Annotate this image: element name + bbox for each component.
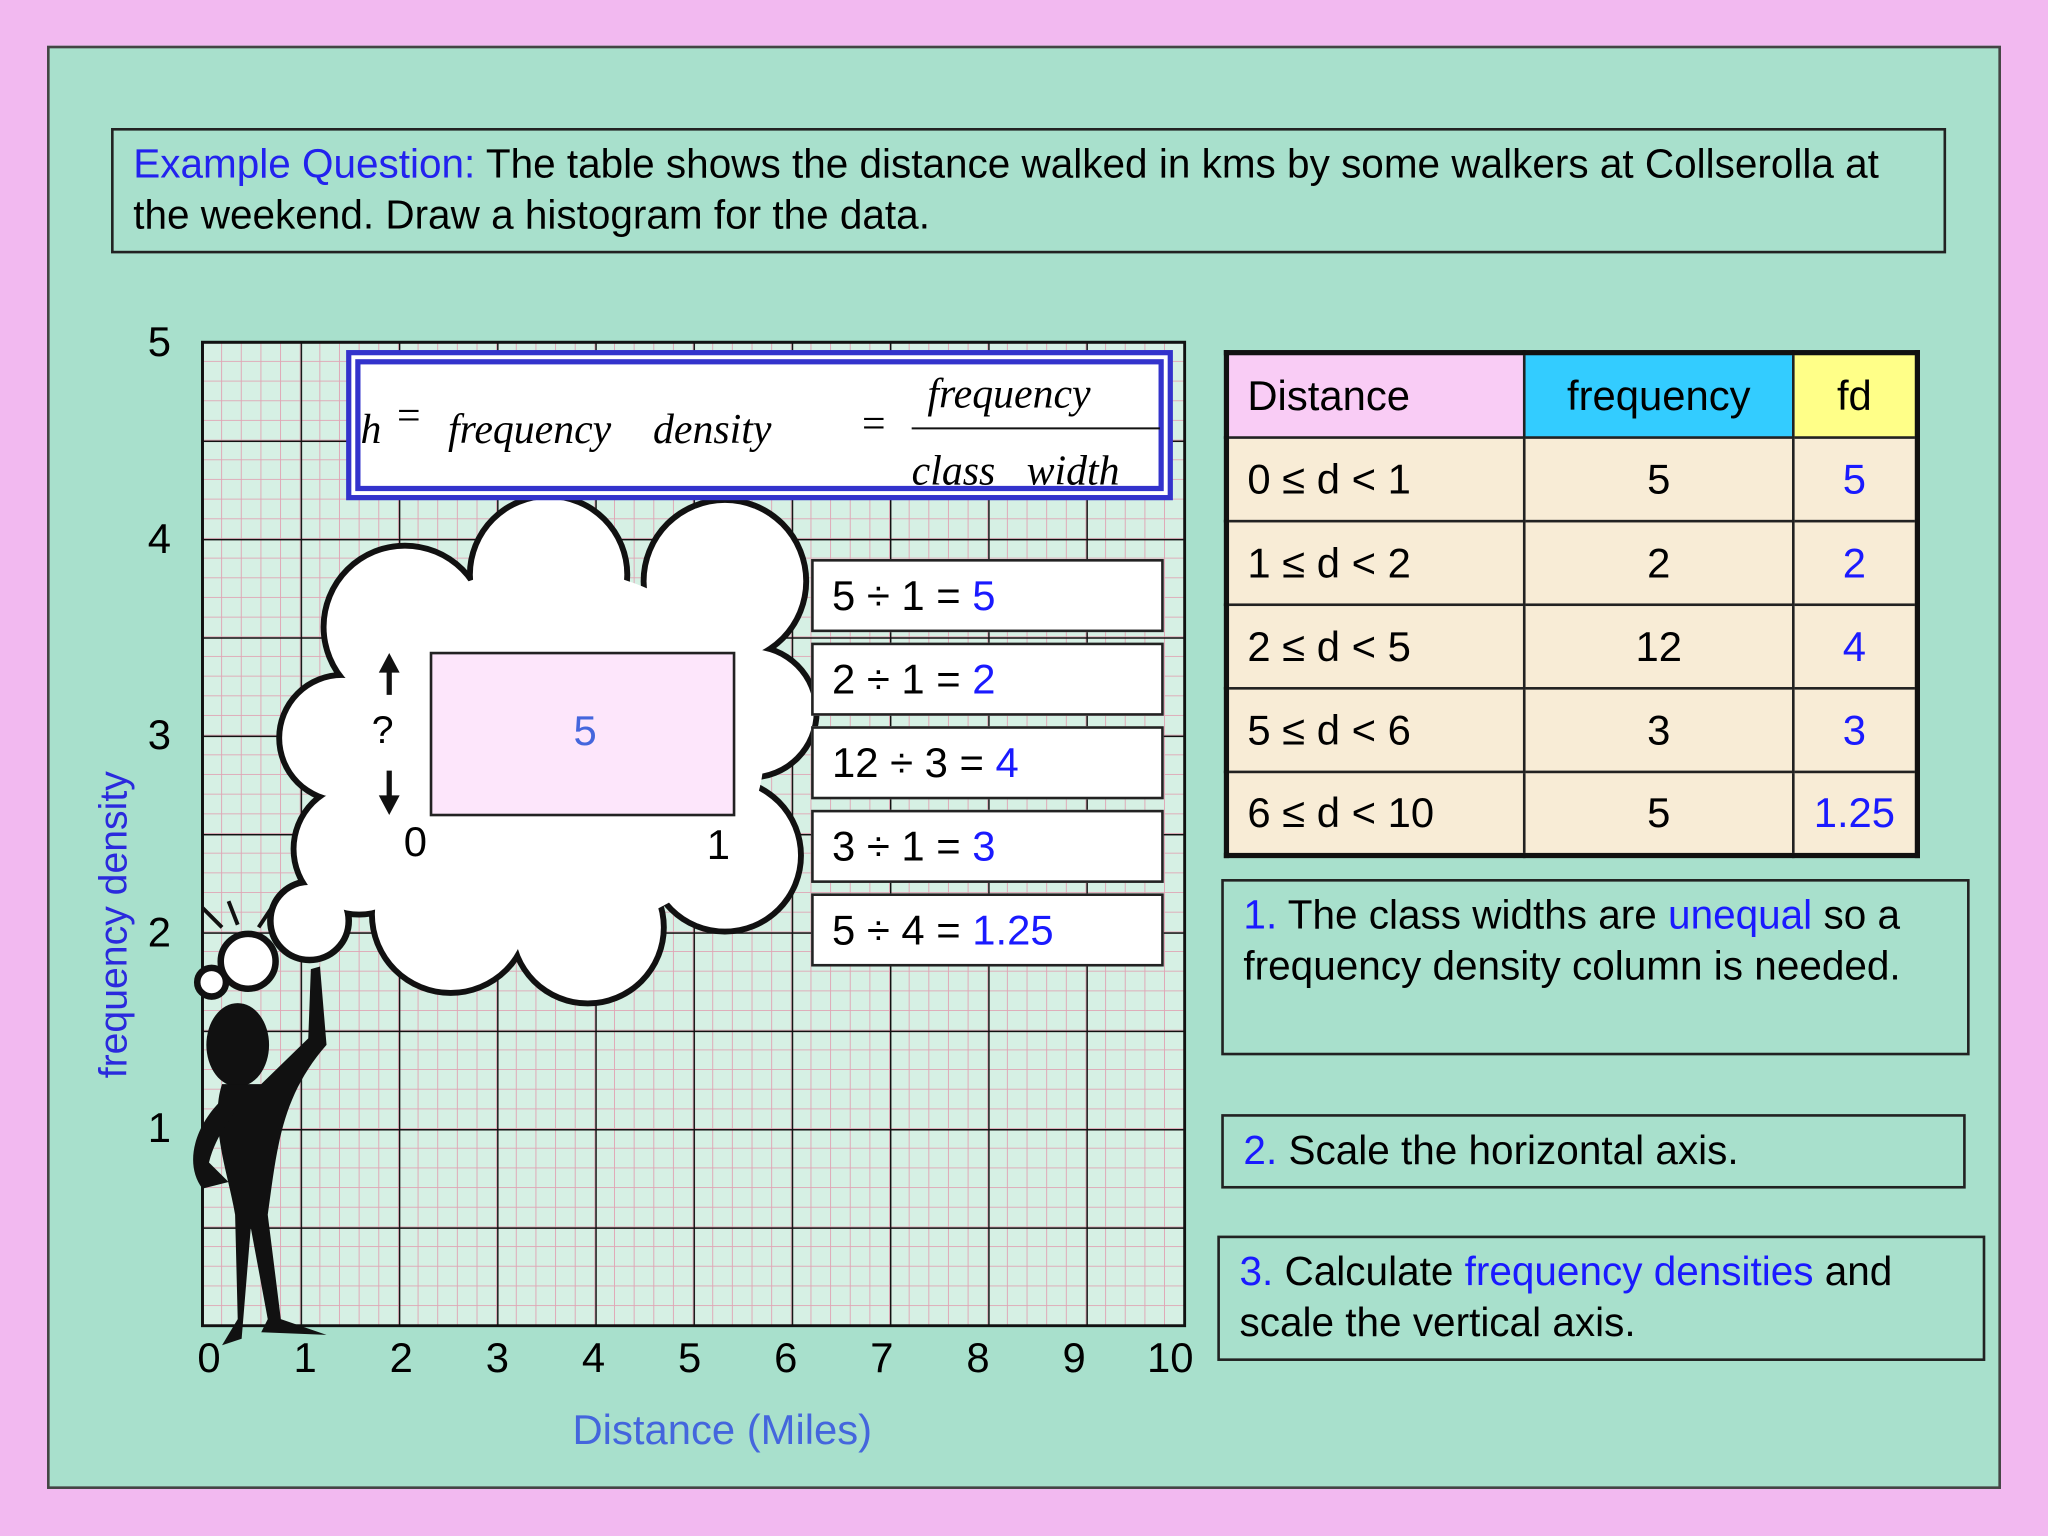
step-text: The class widths are: [1287, 892, 1657, 938]
step-highlight: unequal: [1668, 892, 1813, 938]
header-cell: fd: [1791, 351, 1919, 439]
x-tick-label: 6: [774, 1334, 798, 1382]
table-row: 2 ≤ d < 5 12 4: [1225, 603, 1919, 690]
y-tick-label: 1: [147, 1104, 171, 1152]
calculation-result: 4: [995, 739, 1019, 787]
step-box: 1. The class widths are unequal so a fre…: [1221, 879, 1970, 1056]
x-tick-label: 1: [293, 1334, 317, 1382]
step-box: 2. Scale the horizontal axis.: [1221, 1114, 1966, 1189]
formula-frame: [346, 350, 1173, 501]
calculation-result: 2: [972, 655, 996, 703]
header-cell: Distance: [1225, 351, 1527, 439]
x-tick-label: 10: [1147, 1334, 1194, 1382]
calculation-result: 1.25: [972, 906, 1054, 954]
thought-question-mark: ?: [371, 709, 394, 753]
x-axis-label: Distance (Miles): [572, 1406, 873, 1454]
fd-cell: 2: [1791, 519, 1919, 607]
table-row: 6 ≤ d < 10 5 1.25: [1225, 770, 1919, 857]
calculation-expr: 5 ÷ 4 =: [831, 906, 961, 954]
x-tick-label: 2: [389, 1334, 413, 1382]
step-text: Scale the horizontal axis.: [1288, 1127, 1739, 1173]
step-text: Calculate: [1284, 1248, 1454, 1295]
question-box: Example Question: The table shows the di…: [111, 127, 1947, 254]
y-tick-label: 3: [147, 711, 171, 759]
thought-right: 1: [706, 820, 730, 868]
y-tick-label: 4: [147, 514, 171, 562]
calculation-expr: 2 ÷ 1 =: [831, 655, 961, 703]
table-cell: 5 ≤ d < 6: [1225, 687, 1527, 774]
x-tick-label: 4: [581, 1334, 606, 1382]
x-tick-label: 9: [1062, 1334, 1086, 1382]
table-cell: 5: [1523, 436, 1794, 523]
calculation-expr: 12 ÷ 3 =: [831, 739, 984, 787]
thinker-figure: [193, 900, 327, 1346]
calculation-expr: 5 ÷ 1 =: [831, 572, 961, 620]
formula-denominator: class width: [911, 446, 1120, 494]
step-number: 3.: [1239, 1248, 1274, 1295]
y-tick-label: 2: [147, 908, 171, 956]
formula-h: h: [360, 404, 382, 452]
table-cell: 12: [1523, 603, 1794, 690]
formula-equals: =: [397, 391, 421, 439]
step-number: 1.: [1243, 892, 1278, 938]
calculation-result: 3: [972, 822, 996, 870]
thought-value: 5: [573, 707, 597, 755]
table-cell: 2 ≤ d < 5: [1225, 603, 1527, 690]
formula-numerator: frequency: [927, 369, 1091, 417]
x-tick-label: 3: [485, 1334, 509, 1382]
x-tick-label: 8: [966, 1334, 990, 1382]
x-tick-label: 7: [870, 1334, 894, 1382]
calculation-box: 5 ÷ 1 = 5: [811, 559, 1164, 633]
step-text: so a frequency density column is needed.: [1243, 892, 1901, 989]
calculation-box: 12 ÷ 3 = 4: [811, 726, 1164, 800]
formula-equals: =: [862, 399, 886, 447]
step-text: and scale the vertical axis.: [1239, 1248, 1893, 1346]
step-number: 2.: [1243, 1127, 1278, 1173]
formula-lhs: frequency density: [447, 404, 772, 452]
thought-cloud: [193, 493, 820, 1007]
table-cell: 6 ≤ d < 10: [1225, 770, 1527, 857]
fd-cell: 4: [1791, 603, 1919, 690]
step-box: 3. Calculate frequency densities and sca…: [1217, 1235, 1986, 1361]
question-text: The table shows the distance walked in k…: [133, 141, 1879, 238]
thought-left: 0: [403, 818, 427, 866]
fd-cell: 1.25: [1791, 770, 1919, 857]
step-highlight: frequency densities: [1464, 1248, 1814, 1295]
table-cell: 1 ≤ d < 2: [1225, 519, 1527, 607]
table-cell: 5: [1523, 770, 1794, 857]
calculation-result: 5: [972, 572, 996, 620]
header-cell: frequency: [1523, 351, 1794, 439]
table-cell: 0 ≤ d < 1: [1225, 436, 1527, 523]
x-tick-label: 0: [197, 1334, 221, 1382]
table-cell: 2: [1523, 519, 1794, 607]
fd-cell: 3: [1791, 687, 1919, 774]
y-tick-label: 5: [147, 318, 171, 366]
calculation-box: 2 ÷ 1 = 2: [811, 642, 1164, 716]
fd-cell: 5: [1791, 436, 1919, 523]
y-axis-label: frequency density: [92, 771, 136, 1079]
question-label: Example Question:: [133, 141, 476, 187]
table-cell: 3: [1523, 687, 1794, 774]
calculation-expr: 3 ÷ 1 =: [831, 822, 961, 870]
x-tick-label: 5: [678, 1334, 702, 1382]
calculation-box: 5 ÷ 4 = 1.25: [811, 893, 1164, 967]
calculation-box: 3 ÷ 1 = 3: [811, 809, 1164, 883]
